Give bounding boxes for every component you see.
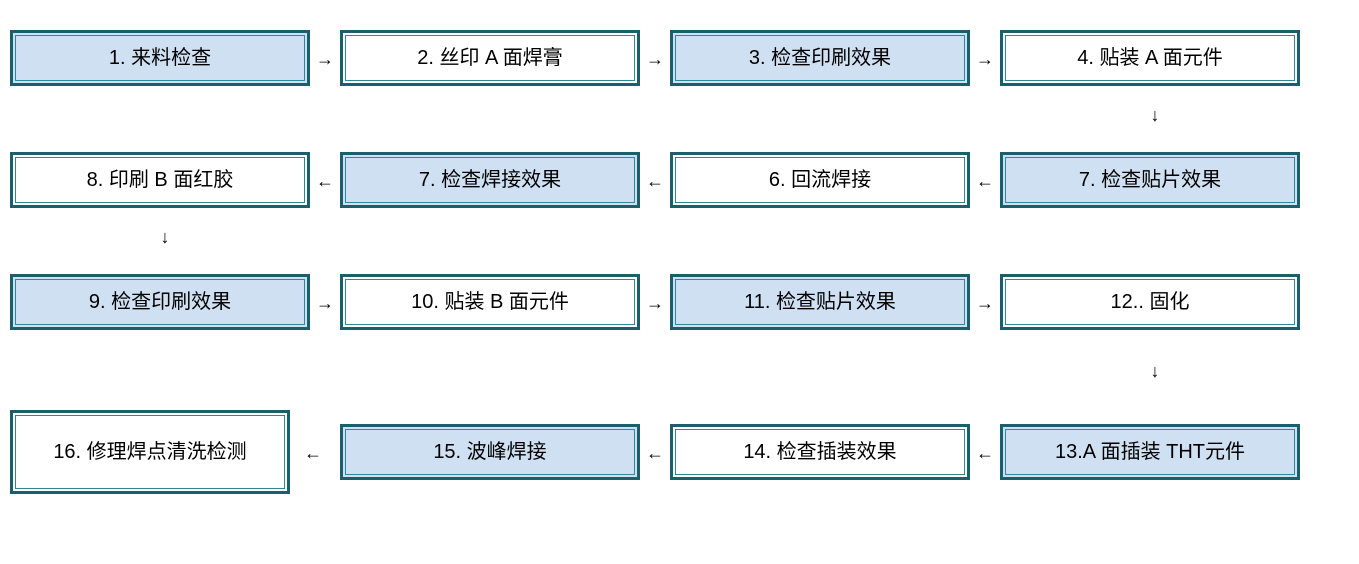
flow-arrow-n2-n3: →	[644, 48, 666, 70]
flow-node-n10: 10. 贴装 B 面元件	[340, 274, 640, 330]
flow-arrow-n5-n6: ←	[974, 170, 996, 192]
flow-node-label: 1. 来料检查	[109, 44, 211, 72]
flow-node-n13: 13.A 面插装 THT元件	[1000, 424, 1300, 480]
flow-arrow-n8-n9: ↓	[154, 226, 176, 248]
flow-node-n9: 9. 检查印刷效果	[10, 274, 310, 330]
flow-node-label: 10. 贴装 B 面元件	[411, 288, 569, 316]
flow-arrow-n10-n11: →	[644, 292, 666, 314]
flow-node-n7: 7. 检查焊接效果	[340, 152, 640, 208]
flow-node-label: 8. 印刷 B 面红胶	[87, 166, 234, 194]
flow-arrow-n6-n7: ←	[644, 170, 666, 192]
flow-node-label: 4. 贴装 A 面元件	[1077, 44, 1223, 72]
flow-node-n12: 12.. 固化	[1000, 274, 1300, 330]
flow-node-n11: 11. 检查贴片效果	[670, 274, 970, 330]
flow-node-label: 14. 检查插装效果	[743, 438, 896, 466]
flow-node-label: 13.A 面插装 THT元件	[1055, 438, 1245, 466]
flow-arrow-n12-n13: ↓	[1144, 360, 1166, 382]
flow-node-n8: 8. 印刷 B 面红胶	[10, 152, 310, 208]
flow-arrow-n9-n10: →	[314, 292, 336, 314]
flow-node-label: 12.. 固化	[1111, 288, 1190, 316]
flow-node-n15: 15. 波峰焊接	[340, 424, 640, 480]
flow-node-label: 9. 检查印刷效果	[89, 288, 231, 316]
flow-arrow-n15-n16: ←	[302, 442, 324, 464]
flow-node-label: 11. 检查贴片效果	[744, 288, 896, 316]
flow-node-label: 7. 检查贴片效果	[1079, 166, 1221, 194]
flow-arrow-n13-n14: ←	[974, 442, 996, 464]
flow-node-n5: 7. 检查贴片效果	[1000, 152, 1300, 208]
flow-node-label: 16. 修理焊点清洗检测	[53, 438, 246, 466]
flow-node-label: 15. 波峰焊接	[433, 438, 546, 466]
flow-arrow-n14-n15: ←	[644, 442, 666, 464]
flow-node-label: 3. 检查印刷效果	[749, 44, 891, 72]
flow-node-label: 6. 回流焊接	[769, 166, 871, 194]
flow-arrow-n1-n2: →	[314, 48, 336, 70]
flow-node-n2: 2. 丝印 A 面焊膏	[340, 30, 640, 86]
flow-arrow-n11-n12: →	[974, 292, 996, 314]
flow-node-n3: 3. 检查印刷效果	[670, 30, 970, 86]
flow-arrow-n3-n4: →	[974, 48, 996, 70]
flow-node-n1: 1. 来料检查	[10, 30, 310, 86]
flow-node-n6: 6. 回流焊接	[670, 152, 970, 208]
flow-arrow-n4-n5: ↓	[1144, 104, 1166, 126]
flow-arrow-n7-n8: ←	[314, 170, 336, 192]
flow-node-n4: 4. 贴装 A 面元件	[1000, 30, 1300, 86]
flow-node-n14: 14. 检查插装效果	[670, 424, 970, 480]
flow-node-n16: 16. 修理焊点清洗检测	[10, 410, 290, 494]
flow-node-label: 2. 丝印 A 面焊膏	[417, 44, 563, 72]
process-flowchart: 1. 来料检查 2. 丝印 A 面焊膏 3. 检查印刷效果 4. 贴装 A 面元件 7.…	[0, 0, 1359, 564]
flow-node-label: 7. 检查焊接效果	[419, 166, 561, 194]
